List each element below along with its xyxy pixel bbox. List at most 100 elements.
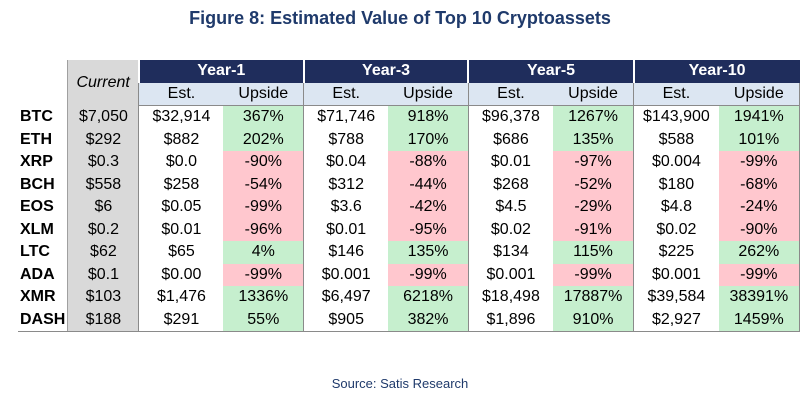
est-header: Est. xyxy=(633,82,719,106)
estimate-cell: $39,584 xyxy=(633,286,719,309)
upside-negative-cell: -99% xyxy=(718,263,800,286)
estimate-cell: $65 xyxy=(138,241,224,264)
table-row: BCH $558 $258 -54% $312 -44% $268 -52% $180 -68% xyxy=(18,173,800,196)
estimate-cell: $180 xyxy=(633,173,719,196)
upside-negative-cell: -91% xyxy=(552,218,634,241)
estimate-cell: $0.02 xyxy=(633,218,719,241)
upside-negative-cell: -88% xyxy=(388,151,469,174)
valuation-table: Current Year-1 Year-3 Year-5 Year-10 Est… xyxy=(18,60,800,332)
upside-positive-cell: 1267% xyxy=(552,105,634,129)
table-row: LTC $62 $65 4% $146 135% $134 115% $225 262% xyxy=(18,241,800,264)
upside-positive-cell: 101% xyxy=(718,128,800,151)
upside-positive-cell: 367% xyxy=(223,105,304,129)
estimate-cell: $4.5 xyxy=(467,196,553,219)
upside-positive-cell: 202% xyxy=(223,128,304,151)
estimate-cell: $268 xyxy=(467,173,553,196)
estimate-cell: $258 xyxy=(138,173,224,196)
estimate-cell: $71,746 xyxy=(303,105,389,129)
table-row: XRP $0.3 $0.0 -90% $0.04 -88% $0.01 -97% $0.004-… xyxy=(18,151,800,174)
upside-positive-cell: 4% xyxy=(223,241,304,264)
estimate-cell: $0.00 xyxy=(138,263,224,286)
estimate-cell: $0.01 xyxy=(138,218,224,241)
ticker-label: BCH xyxy=(20,175,55,193)
upside-positive-cell: 382% xyxy=(388,308,469,332)
estimate-cell: $4.8 xyxy=(633,196,719,219)
ticker-label: XLM xyxy=(20,220,54,238)
ticker-label: LTC xyxy=(20,243,50,260)
current-price-cell: $62 xyxy=(67,241,139,264)
upside-header: Upside xyxy=(552,82,634,106)
upside-positive-cell: 918% xyxy=(388,105,469,129)
year-header: Year-3 xyxy=(302,60,469,83)
upside-positive-cell: 38391% xyxy=(718,286,800,309)
upside-header: Upside xyxy=(223,82,304,106)
estimate-cell: $312 xyxy=(303,173,389,196)
estimate-cell: $2,927 xyxy=(633,308,719,332)
estimate-cell: $0.05 xyxy=(138,196,224,219)
upside-positive-cell: 6218% xyxy=(388,286,469,309)
current-price-cell: $0.2 xyxy=(67,218,139,241)
estimate-cell: $6,497 xyxy=(303,286,389,309)
figure-title: Figure 8: Estimated Value of Top 10 Cryp… xyxy=(189,8,611,28)
estimate-cell: $0.004 xyxy=(633,151,719,174)
table-row: EOS $6 $0.05 -99% $3.6 -42% $4.5 -29% $4.8 -24% xyxy=(18,196,800,219)
upside-positive-cell: 135% xyxy=(388,241,469,264)
upside-positive-cell: 170% xyxy=(388,128,469,151)
estimate-cell: $905 xyxy=(303,308,389,332)
table-row: ETH $292 $882 202% $788 170% $686 135% $588 101% xyxy=(18,128,800,151)
table-row: XMR $103 $1,476 1336% $6,497 6218% $18,498 1788… xyxy=(18,286,800,309)
upside-positive-cell: 262% xyxy=(718,241,800,264)
upside-negative-cell: -54% xyxy=(223,173,304,196)
current-price-cell: $292 xyxy=(67,128,139,151)
current-header: Current xyxy=(67,60,139,106)
estimate-cell: $0.04 xyxy=(303,151,389,174)
table-row: BTC $7,050 $32,914 367% $71,746 918% $96,378 12… xyxy=(18,105,800,129)
year-header: Year-10 xyxy=(632,60,800,83)
est-header: Est. xyxy=(138,82,224,106)
estimate-cell: $0.0 xyxy=(138,151,224,174)
upside-negative-cell: -90% xyxy=(223,151,304,174)
current-price-cell: $0.1 xyxy=(67,263,139,286)
estimate-cell: $788 xyxy=(303,128,389,151)
upside-negative-cell: -90% xyxy=(718,218,800,241)
upside-negative-cell: -99% xyxy=(223,196,304,219)
upside-positive-cell: 1941% xyxy=(718,105,800,129)
current-price-cell: $188 xyxy=(67,308,139,332)
table-body: BTC $7,050 $32,914 367% $71,746 918% $96,378 12… xyxy=(18,105,800,332)
ticker-label: DASH xyxy=(18,308,68,332)
ticker-label: BTC xyxy=(20,107,53,125)
estimate-cell: $882 xyxy=(138,128,224,151)
table-corner xyxy=(18,60,68,106)
current-price-cell: $558 xyxy=(67,173,139,196)
upside-negative-cell: -99% xyxy=(552,263,634,286)
upside-negative-cell: -42% xyxy=(388,196,469,219)
ticker-label: XRP xyxy=(20,153,53,170)
estimate-cell: $0.01 xyxy=(467,151,553,174)
estimate-cell: $1,476 xyxy=(138,286,224,309)
source-note: Source: Satis Research xyxy=(331,376,469,391)
year-header: Year-1 xyxy=(137,60,304,83)
ticker-label: ETH xyxy=(20,130,52,148)
upside-header: Upside xyxy=(388,82,469,106)
upside-negative-cell: -68% xyxy=(718,173,800,196)
upside-negative-cell: -99% xyxy=(223,263,304,286)
estimate-cell: $0.01 xyxy=(303,218,389,241)
estimate-cell: $3.6 xyxy=(303,196,389,219)
estimate-cell: $143,900 xyxy=(633,105,719,129)
estimate-cell: $0.001 xyxy=(633,263,719,286)
upside-positive-cell: 910% xyxy=(552,308,634,332)
upside-negative-cell: -97% xyxy=(552,151,634,174)
estimate-cell: $225 xyxy=(633,241,719,264)
table-row: XLM $0.2 $0.01 -96% $0.01 -95% $0.02 -91% $0.02-… xyxy=(18,218,800,241)
upside-negative-cell: -99% xyxy=(718,151,800,174)
upside-negative-cell: -24% xyxy=(718,196,800,219)
upside-positive-cell: 135% xyxy=(552,128,634,151)
upside-negative-cell: -29% xyxy=(552,196,634,219)
estimate-cell: $32,914 xyxy=(138,105,224,129)
upside-negative-cell: -96% xyxy=(223,218,304,241)
ticker-label: XMR xyxy=(20,288,56,305)
estimate-cell: $18,498 xyxy=(467,286,553,309)
upside-positive-cell: 17887% xyxy=(552,286,634,309)
upside-negative-cell: -52% xyxy=(552,173,634,196)
